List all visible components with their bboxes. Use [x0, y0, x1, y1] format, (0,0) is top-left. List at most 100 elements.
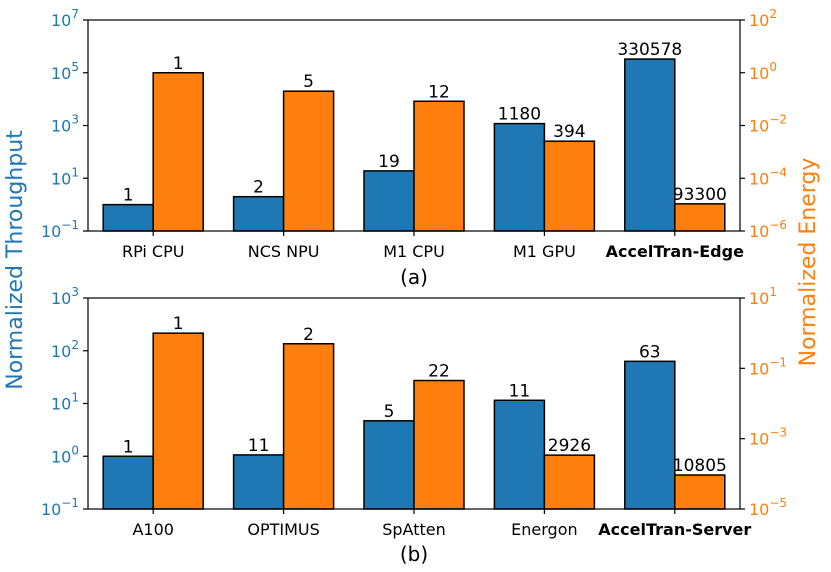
bar-value-throughput-1-4: 63	[639, 342, 661, 362]
y-tick-label-right-0-2-exp: −2	[769, 113, 787, 127]
y-tick-label-right-1-1-exp: −3	[769, 426, 787, 440]
bar-energy-0-1	[282, 90, 335, 232]
y-tick-label-left-0-0-base: 10	[41, 222, 61, 241]
y-tick-label-right-1-0: 10−5	[749, 496, 787, 519]
x-tick-label-0-3: M1 GPU	[513, 242, 576, 261]
y-tick-label-right-1-1: 10−3	[749, 426, 787, 449]
bar-value-energy-1-4: 10805	[673, 456, 727, 476]
bar-value-energy-1-3: 2926	[548, 436, 591, 456]
bar-value-energy-0-0: 1	[173, 54, 184, 74]
left-axis-label: Normalized Throughput	[3, 130, 28, 390]
y-tick-label-left-0-1-exp: 1	[71, 165, 79, 179]
bar-value-throughput-1-3: 11	[509, 381, 531, 401]
bar-throughput-0-1	[232, 195, 285, 232]
bar-energy-1-2	[413, 379, 465, 510]
y-tick-label-left-0-1-base: 10	[51, 169, 71, 188]
y-tick-label-left-0-2-base: 10	[51, 117, 71, 136]
bar-value-throughput-1-1: 11	[248, 436, 270, 456]
y-tick-label-right-0-0-base: 10	[749, 222, 769, 241]
y-tick-label-right-1-1-base: 10	[749, 430, 769, 449]
x-tick-label-1-3: Energon	[511, 520, 577, 539]
y-tick-label-left-0-0-exp: −1	[61, 218, 79, 232]
y-tick-label-right-0-0-exp: −6	[769, 218, 787, 232]
x-tick-label-0-0: RPi CPU	[122, 242, 184, 261]
y-tick-label-left-0-4-exp: 7	[71, 7, 79, 21]
x-tick-label-1-1: OPTIMUS	[247, 520, 319, 539]
y-tick-label-right-0-3: 100	[749, 60, 777, 83]
bar-value-energy-0-3: 394	[553, 122, 585, 142]
bar-throughput-0-0	[102, 203, 154, 232]
bar-throughput-1-1	[232, 454, 285, 510]
y-tick-label-left-1-0-base: 10	[41, 500, 61, 519]
y-tick-label-right-1-3: 101	[749, 285, 777, 308]
bar-energy-1-4	[674, 474, 726, 510]
y-tick-label-right-1-3-base: 10	[749, 289, 769, 308]
bar-energy-0-3	[543, 140, 596, 232]
bar-energy-0-4	[674, 203, 726, 232]
bar-value-throughput-1-0: 1	[123, 437, 134, 457]
y-tick-label-right-0-4-exp: 2	[769, 7, 777, 21]
y-tick-label-right-1-0-exp: −5	[769, 496, 787, 510]
bar-throughput-0-4	[624, 58, 676, 232]
y-tick-label-right-0-3-base: 10	[749, 64, 769, 83]
y-tick-label-right-1-3-exp: 1	[769, 285, 777, 299]
bar-throughput-0-2	[363, 170, 415, 232]
y-tick-label-left-0-3: 105	[51, 60, 79, 83]
y-tick-label-left-0-0: 10−1	[41, 218, 79, 241]
y-tick-label-right-1-2-exp: −1	[769, 355, 787, 369]
bar-throughput-1-4	[624, 360, 676, 510]
y-tick-label-left-1-2-exp: 1	[71, 391, 79, 405]
y-tick-label-right-0-1-exp: −4	[769, 165, 787, 179]
x-tick-label-0-2: M1 CPU	[383, 242, 445, 261]
bar-value-energy-0-2: 12	[428, 82, 450, 102]
x-tick-label-1-0: A100	[132, 520, 173, 539]
bar-energy-1-3	[543, 454, 596, 510]
y-tick-label-left-1-4-base: 10	[51, 289, 71, 308]
y-tick-label-left-0-3-exp: 5	[71, 60, 79, 74]
bar-energy-1-0	[152, 332, 204, 510]
y-tick-label-right-0-4-base: 10	[749, 11, 769, 30]
panel-caption-1: (b)	[400, 542, 428, 566]
bar-value-throughput-0-2: 19	[378, 152, 400, 172]
y-tick-label-right-0-0: 10−6	[749, 218, 787, 241]
bar-value-throughput-0-1: 2	[253, 178, 264, 198]
panel-caption-0: (a)	[400, 265, 428, 289]
bar-throughput-1-3	[493, 399, 546, 510]
bar-throughput-1-2	[363, 420, 415, 510]
y-tick-label-right-0-3-exp: 0	[769, 60, 777, 74]
bar-value-throughput-0-4: 330578	[617, 40, 682, 60]
bar-value-throughput-1-2: 5	[384, 402, 395, 422]
y-tick-label-left-0-4-base: 10	[51, 11, 71, 30]
bar-energy-0-0	[152, 72, 204, 232]
y-tick-label-right-0-4: 102	[749, 7, 777, 30]
y-tick-label-left-1-2: 101	[51, 391, 79, 414]
y-tick-label-left-1-2-base: 10	[51, 395, 71, 414]
y-tick-label-right-1-0-base: 10	[749, 500, 769, 519]
y-tick-label-left-0-3-base: 10	[51, 64, 71, 83]
bar-value-energy-0-1: 5	[303, 72, 314, 92]
y-tick-label-left-1-3-base: 10	[51, 342, 71, 361]
bar-value-energy-1-2: 22	[428, 362, 450, 382]
x-tick-label-1-2: SpAtten	[382, 520, 446, 539]
y-tick-label-left-1-1-base: 10	[51, 447, 71, 466]
y-tick-label-right-0-1: 10−4	[749, 165, 787, 188]
bar-value-energy-0-4: 93300	[673, 185, 727, 205]
y-tick-label-left-1-1-exp: 0	[71, 443, 79, 457]
y-tick-label-left-1-0-exp: −1	[61, 496, 79, 510]
bar-value-energy-1-0: 1	[173, 314, 184, 334]
y-tick-label-left-0-4: 107	[51, 7, 79, 30]
y-tick-label-left-0-1: 101	[51, 165, 79, 188]
bar-throughput-0-3	[493, 122, 546, 232]
y-tick-label-left-1-3: 102	[51, 338, 79, 361]
y-tick-label-right-1-2: 10−1	[749, 355, 787, 378]
y-tick-label-left-1-4-exp: 3	[71, 285, 79, 299]
bar-value-throughput-0-0: 1	[123, 186, 134, 206]
bar-value-throughput-0-3: 1180	[498, 105, 541, 125]
bar-energy-1-1	[282, 343, 335, 510]
x-tick-label-1-4: AccelTran-Server	[598, 520, 751, 539]
x-tick-label-0-4: AccelTran-Edge	[606, 242, 744, 261]
y-tick-label-right-0-1-base: 10	[749, 169, 769, 188]
bar-throughput-1-0	[102, 455, 154, 510]
